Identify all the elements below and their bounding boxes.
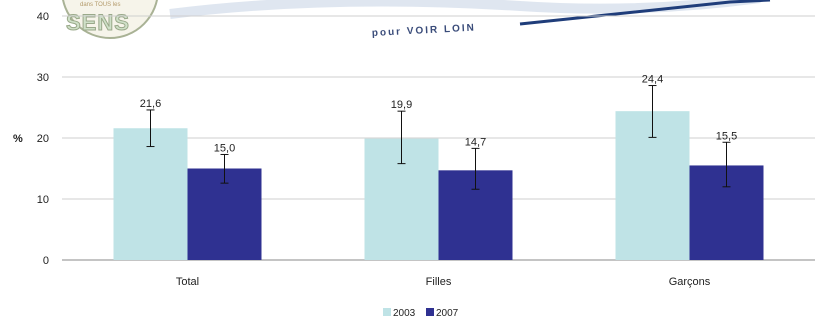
header-banner: dans TOUS les SENS pour VOIR LOIN	[62, 0, 771, 39]
legend-label: 2007	[436, 308, 459, 319]
tagline: pour VOIR LOIN	[372, 23, 477, 39]
y-tick-label: 0	[43, 255, 49, 267]
data-label: 24,4	[642, 74, 663, 86]
error-bars	[146, 85, 731, 190]
x-category-label: Total	[176, 276, 199, 288]
bar-2007	[187, 168, 262, 260]
x-category-labels: Total Filles Garçons	[176, 276, 711, 288]
y-tick-label: 20	[37, 133, 49, 145]
legend-swatch-2003	[383, 308, 391, 316]
y-tick-label: 10	[37, 194, 49, 206]
data-label: 19,9	[391, 99, 412, 111]
data-labels: 21,6 15,0 19,9 14,7 24,4 15,5	[140, 74, 737, 155]
legend: 2003 2007	[383, 308, 459, 319]
x-category-label: Garçons	[669, 276, 711, 288]
banner-line	[519, 0, 771, 26]
logo-text: SENS	[66, 10, 130, 35]
x-category-label: Filles	[426, 276, 452, 288]
legend-label: 2003	[393, 308, 416, 319]
legend-swatch-2007	[426, 308, 434, 316]
y-axis-label: %	[13, 133, 23, 145]
data-label: 21,6	[140, 98, 161, 110]
logo-small-text: dans TOUS les	[80, 2, 120, 8]
data-label: 15,5	[716, 130, 737, 142]
logo-circle	[62, 0, 158, 39]
y-tick-label: 40	[37, 11, 49, 23]
bar-2003	[113, 128, 188, 260]
y-tick-labels: 0 10 20 30 40	[37, 11, 49, 267]
bars	[113, 111, 764, 260]
data-label: 15,0	[214, 142, 235, 154]
data-label: 14,7	[465, 136, 486, 148]
y-tick-label: 30	[37, 72, 49, 84]
